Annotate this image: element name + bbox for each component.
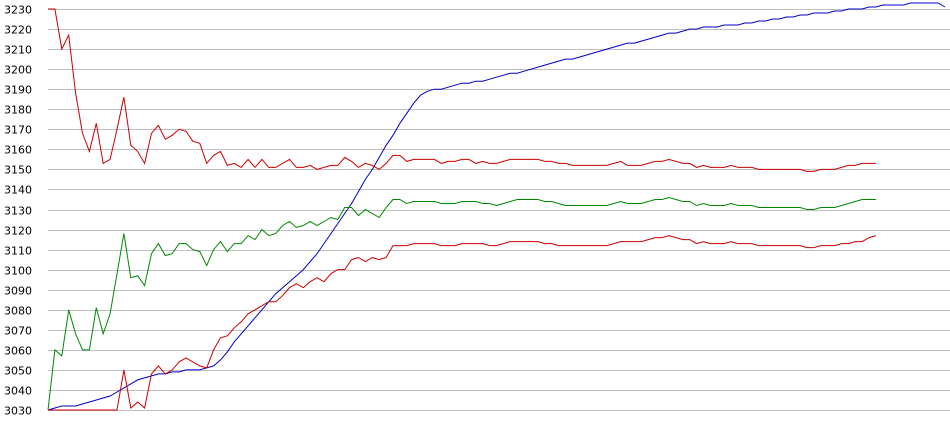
y-tick-label: 3050 — [4, 365, 32, 378]
y-tick-label: 3210 — [4, 44, 32, 57]
data-series — [47, 2, 946, 411]
series-line-3 — [47, 196, 876, 411]
series-line-2 — [48, 8, 876, 172]
grid-lines — [48, 9, 950, 411]
series-line-4 — [48, 235, 877, 411]
y-tick-label: 3100 — [4, 265, 32, 278]
series-line-1 — [47, 2, 946, 411]
y-tick-label: 3200 — [4, 64, 32, 77]
y-tick-label: 3090 — [4, 285, 32, 298]
y-tick-label: 3130 — [4, 205, 32, 218]
y-tick-label: 3170 — [4, 124, 32, 137]
y-tick-label: 3140 — [4, 184, 32, 197]
y-axis-tick-labels: 3030 3040 3050 3060 3070 3080 3090 3100 3110 3120… — [4, 4, 32, 418]
y-tick-label: 3230 — [4, 4, 32, 17]
y-tick-label: 3040 — [4, 385, 32, 398]
y-tick-label: 3060 — [4, 345, 32, 358]
y-tick-label: 3220 — [4, 24, 32, 37]
y-tick-label: 3120 — [4, 225, 32, 238]
y-tick-label: 3180 — [4, 104, 32, 117]
y-tick-label: 3030 — [4, 405, 32, 418]
y-tick-label: 3190 — [4, 84, 32, 97]
y-tick-label: 3080 — [4, 305, 32, 318]
y-tick-label: 3150 — [4, 164, 32, 177]
y-tick-label: 3110 — [4, 245, 32, 258]
y-tick-label: 3070 — [4, 325, 32, 338]
y-tick-label: 3160 — [4, 144, 32, 157]
